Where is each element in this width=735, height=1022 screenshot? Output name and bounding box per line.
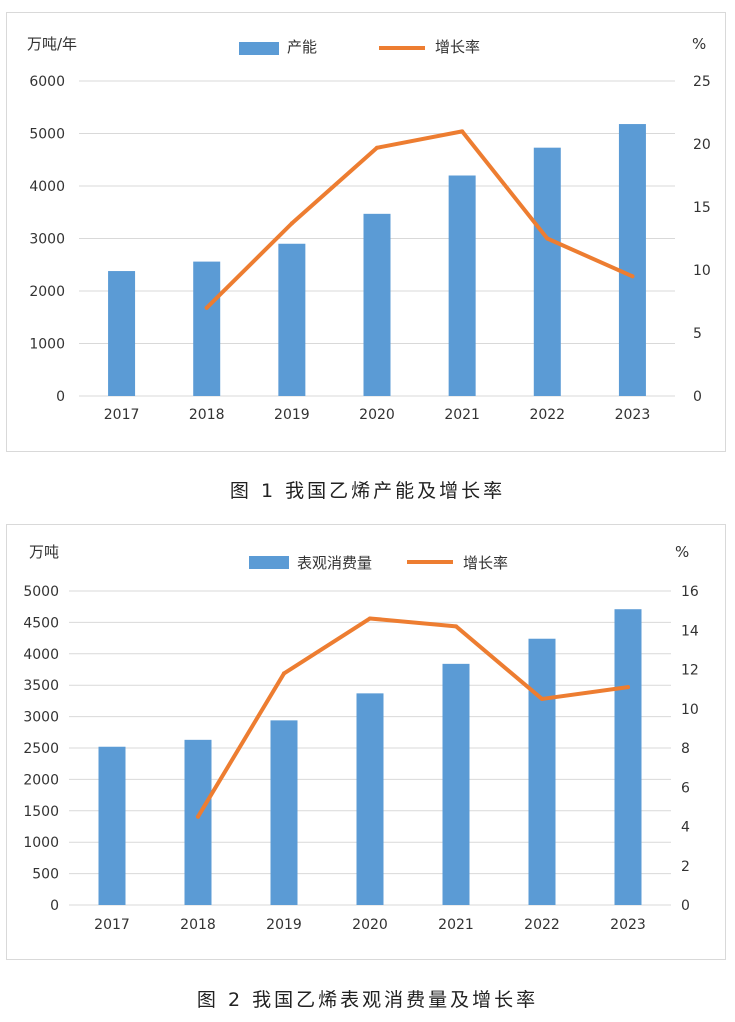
x-tick-label: 2022 [529, 407, 565, 423]
bar [270, 720, 298, 905]
y-tick-label: 1500 [23, 804, 59, 820]
line-point [282, 671, 286, 676]
x-tick-label: 2022 [524, 917, 560, 933]
x-tick-label: 2018 [189, 407, 225, 423]
y2-tick-label: 16 [681, 584, 699, 600]
bar [356, 693, 384, 905]
legend-label-bar: 产能 [287, 38, 317, 56]
legend-swatch-bar [239, 42, 279, 55]
x-tick-label: 2023 [615, 407, 651, 423]
line-point [368, 616, 372, 621]
x-tick-label: 2020 [359, 407, 395, 423]
line-point [204, 305, 209, 310]
y2-tick-label: 12 [681, 663, 699, 679]
y2-tick-label: 6 [681, 780, 690, 796]
line-point [375, 145, 379, 150]
bar [533, 147, 561, 396]
line-point [626, 685, 630, 690]
y2-tick-label: 2 [681, 859, 690, 875]
y-tick-label: 1000 [29, 337, 65, 353]
x-tick-label: 2021 [444, 407, 480, 423]
y-tick-label: 5000 [23, 584, 59, 600]
line-point [196, 814, 200, 819]
x-tick-label: 2019 [266, 917, 302, 933]
legend-label-bar: 表观消费量 [297, 554, 372, 572]
y-tick-label: 4500 [23, 615, 59, 631]
x-tick-label: 2023 [610, 917, 646, 933]
y-tick-label: 2000 [29, 284, 65, 300]
y-tick-label: 4000 [23, 647, 59, 663]
y2-tick-label: 15 [693, 200, 711, 216]
x-tick-label: 2020 [352, 917, 388, 933]
y-tick-label: 5000 [29, 127, 65, 143]
line-point [545, 236, 550, 241]
chart-panel-capacity: 0 1000 2000 3000 4000 5000 6000 0 5 10 15 20 25 万吨/年%… [6, 12, 726, 452]
bar [528, 638, 556, 905]
line-point [454, 624, 458, 629]
y-tick-label: 2500 [23, 741, 59, 757]
consumption-chart: 0 500 1000 1500 2000 2500 3000 3500 4000 4500 5000… [23, 543, 699, 933]
y-tick-label: 2000 [23, 772, 59, 788]
y-tick-label: 0 [50, 898, 59, 914]
capacity-chart: 0 1000 2000 3000 4000 5000 6000 0 5 10 15 20 25 万吨/年%… [27, 35, 711, 423]
y-tick-label: 3000 [23, 710, 59, 726]
y-tick-label: 4000 [29, 179, 65, 195]
y-tick-label: 500 [32, 867, 59, 883]
y2-tick-label: 14 [681, 623, 699, 639]
bar [363, 213, 391, 396]
line-point [540, 696, 544, 701]
y-tick-label: 3000 [29, 232, 65, 248]
figure-caption-1: 图 1 我国乙烯产能及增长率 [229, 480, 506, 502]
x-tick-label: 2017 [104, 407, 140, 423]
x-tick-label: 2018 [180, 917, 216, 933]
y2-tick-label: 10 [681, 702, 699, 718]
y2-tick-label: 10 [693, 263, 711, 279]
y-axis-unit: 万吨 [29, 543, 59, 561]
y-tick-label: 1000 [23, 835, 59, 851]
y2-tick-label: 0 [681, 898, 690, 914]
bar [98, 746, 126, 905]
line-point [289, 221, 294, 226]
x-tick-label: 2017 [94, 917, 130, 933]
y-tick-label: 3500 [23, 678, 59, 694]
y2-tick-label: 5 [693, 326, 702, 342]
y-tick-label: 0 [56, 389, 65, 405]
bar [278, 243, 306, 396]
bar [108, 271, 136, 396]
growth-line [196, 616, 630, 819]
chart-panel-consumption: 0 500 1000 1500 2000 2500 3000 3500 4000 4500 5000… [6, 524, 726, 960]
legend-swatch-bar [249, 556, 289, 569]
growth-line [204, 129, 635, 310]
y2-tick-label: 8 [681, 741, 690, 757]
legend-label-line: 增长率 [435, 38, 480, 56]
x-tick-label: 2021 [438, 917, 474, 933]
y2-tick-label: 4 [681, 820, 690, 836]
bar [448, 175, 476, 396]
x-tick-label: 2019 [274, 407, 310, 423]
line-point [460, 129, 465, 134]
y2-tick-label: 20 [693, 137, 711, 153]
y2-tick-label: 0 [693, 389, 702, 405]
bar [193, 261, 221, 396]
line-point [630, 274, 635, 279]
figure-caption-2: 图 2 我国乙烯表观消费量及增长率 [196, 989, 539, 1011]
y2-tick-label: 25 [693, 74, 711, 90]
bar [618, 124, 646, 397]
y-axis-unit: 万吨/年 [27, 35, 77, 53]
legend-label-line: 增长率 [463, 554, 508, 572]
bar [184, 739, 212, 905]
bar [442, 663, 470, 905]
y2-axis-unit: % [692, 35, 706, 53]
bar [614, 609, 642, 905]
y-tick-label: 6000 [29, 74, 65, 90]
y2-axis-unit: % [675, 543, 689, 561]
